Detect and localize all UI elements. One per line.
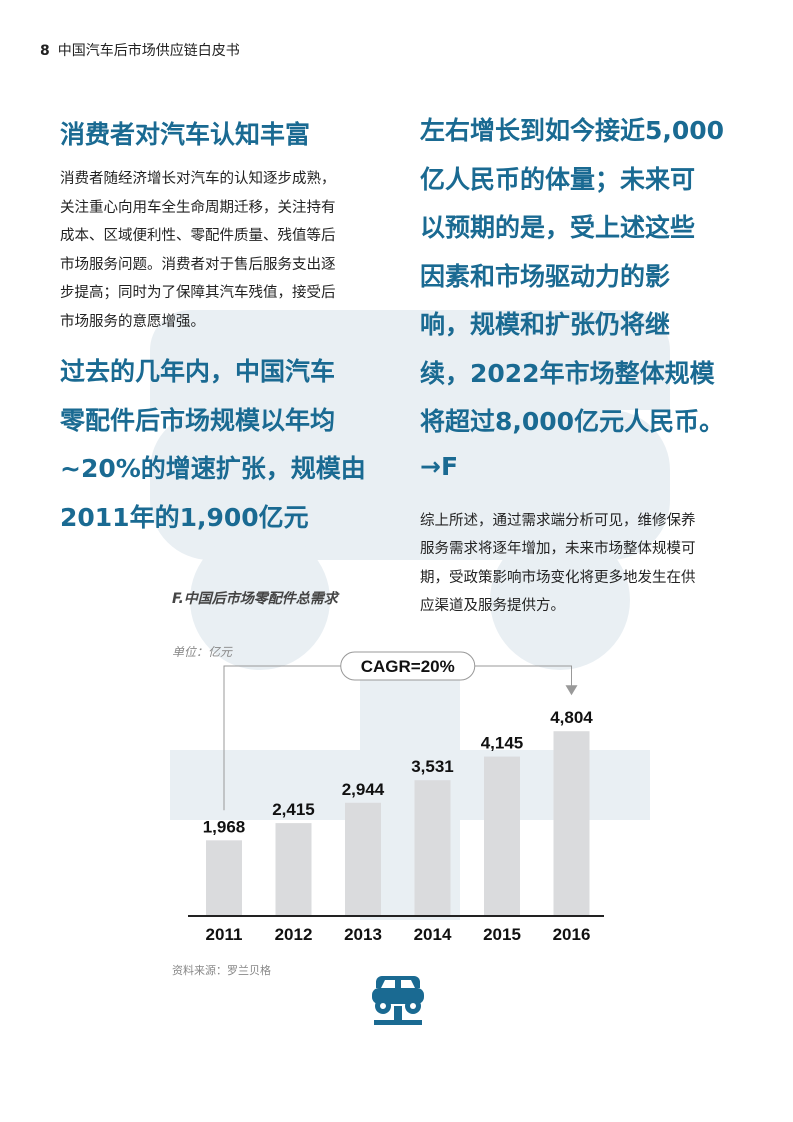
x-tick-label: 2014 (414, 925, 452, 944)
chart-unit-label: 单位：亿元 (172, 645, 233, 659)
x-tick-label: 2015 (483, 925, 521, 944)
pull-line: 零配件后市场规模以年均 (60, 405, 336, 435)
left-paragraph: 消费者随经济增长对汽车的认知逐步成熟， 关注重心向用车全生命周期迁移，关注持有 … (60, 165, 390, 336)
bar-value-label: 2,944 (342, 780, 385, 799)
right-paragraph: 综上所述，通过需求端分析可见，维修保养 服务需求将逐年增加，未来市场整体规模可 … (420, 507, 750, 621)
bar-value-label: 4,804 (550, 708, 593, 727)
section-heading: 消费者对汽车认知丰富 (60, 120, 311, 149)
left-column: 消费者对汽车认知丰富 消费者随经济增长对汽车的认知逐步成熟， 关注重心向用车全生… (60, 115, 390, 542)
pull-line: 响，规模和扩张仍将继 (420, 310, 671, 339)
pull-quote-left: 过去的几年内，中国汽车 零配件后市场规模以年均 ~20%的增速扩张，规模由 20… (60, 348, 390, 542)
chart-bar (275, 823, 312, 916)
bar-value-label: 1,968 (203, 817, 246, 836)
figure-reference: →F (420, 451, 459, 481)
page-number: 8 (40, 43, 50, 59)
right-column: 左右增长到如今接近5,000 亿人民币的体量；未来可 以预期的是，受上述这些 因… (420, 115, 750, 621)
bar-chart: 1,968 2011 2,415 2012 2,944 2013 3,531 2014 4,14… (188, 651, 604, 944)
paragraph-line: 成本、区域便利性、零配件质量、残值等后 (60, 228, 336, 244)
pull-line: ~20%的增速扩张，规模由 (60, 454, 366, 483)
chart-source: 资料来源：罗兰贝格 (172, 964, 271, 977)
x-tick-label: 2016 (553, 925, 591, 944)
arrow-down-icon (565, 685, 578, 696)
paragraph-line: 应渠道及服务提供方。 (420, 598, 565, 614)
pull-line: 将超过8,000亿元人民币。 (420, 407, 725, 436)
x-tick-label: 2012 (275, 925, 313, 944)
paragraph-line: 期，受政策影响市场变化将更多地发生在供 (420, 569, 696, 586)
chart-bar (484, 756, 520, 916)
cagr-label: CAGR=20% (361, 657, 455, 676)
pull-line: 续，2022年市场整体规模 (420, 358, 715, 388)
chart-bar (345, 802, 381, 916)
pull-quote-right: 左右增长到如今接近5,000 亿人民币的体量；未来可 以预期的是，受上述这些 因… (420, 107, 750, 447)
cagr-pill (340, 651, 476, 681)
car-on-lift-icon (372, 976, 424, 1025)
pull-line: 2011年的1,900亿元 (60, 502, 309, 532)
pull-line: 以预期的是，受上述这些 (420, 213, 696, 242)
bar-value-label: 3,531 (411, 757, 454, 776)
bar-value-label: 2,415 (272, 800, 315, 819)
paragraph-line: 市场服务问题。消费者对于售后服务支出逐 (60, 256, 336, 273)
pull-line: 亿人民币的体量；未来可 (420, 164, 696, 194)
x-tick-label: 2011 (206, 925, 243, 944)
paragraph-line: 服务需求将逐年增加，未来市场整体规模可 (420, 541, 696, 557)
paragraph-line: 市场服务的意愿增强。 (60, 313, 205, 330)
chart-bar (414, 780, 451, 916)
chart-title: F.中国后市场零配件总需求 (172, 591, 338, 607)
paragraph-line: 消费者随经济增长对汽车的认知逐步成熟， (60, 171, 336, 187)
pull-line: 过去的几年内，中国汽车 (60, 357, 336, 386)
paragraph-line: 综上所述，通过需求端分析可见，维修保养 (420, 512, 696, 529)
paragraph-line: 关注重心向用车全生命周期迁移，关注持有 (60, 199, 336, 216)
pull-line: 左右增长到如今接近5,000 (420, 116, 725, 145)
pull-line: 因素和市场驱动力的影 (420, 261, 671, 291)
document-title: 中国汽车后市场供应链白皮书 (57, 43, 240, 59)
chart-bar (553, 731, 590, 916)
page-header: 8 中国汽车后市场供应链白皮书 (40, 40, 240, 60)
bar-value-label: 4,145 (481, 734, 524, 753)
x-tick-label: 2013 (344, 925, 382, 944)
paragraph-line: 步提高；同时为了保障其汽车残值，接受后 (60, 285, 336, 301)
chart-bar (206, 840, 242, 916)
